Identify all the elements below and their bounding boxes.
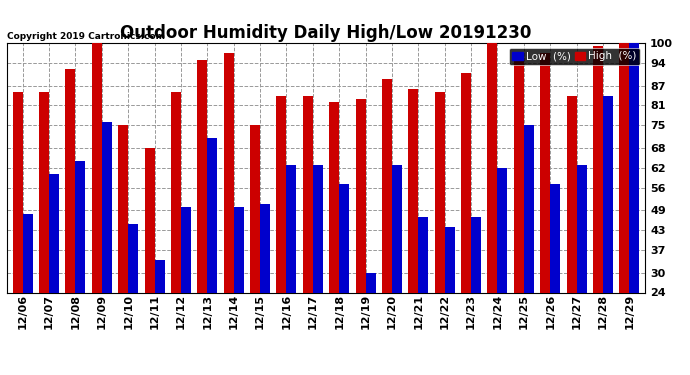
Bar (155, 260, 165, 292)
Bar (234, 207, 244, 292)
Bar (566, 96, 577, 292)
Bar (277, 96, 286, 292)
Bar (92, 43, 102, 292)
Bar (39, 92, 49, 292)
Bar (250, 125, 260, 292)
Bar (629, 43, 640, 292)
Bar (303, 96, 313, 292)
Bar (313, 165, 323, 292)
Bar (12, 92, 23, 292)
Legend: Low  (%), High  (%): Low (%), High (%) (509, 48, 640, 64)
Bar (408, 89, 418, 292)
Bar (497, 168, 507, 292)
Bar (171, 92, 181, 292)
Bar (66, 69, 75, 292)
Bar (329, 102, 339, 292)
Bar (603, 96, 613, 292)
Bar (118, 125, 128, 292)
Bar (197, 60, 207, 292)
Title: Outdoor Humidity Daily High/Low 20191230: Outdoor Humidity Daily High/Low 20191230 (120, 24, 532, 42)
Bar (550, 184, 560, 292)
Bar (540, 53, 550, 292)
Bar (49, 174, 59, 292)
Bar (181, 207, 191, 292)
Bar (392, 165, 402, 292)
Bar (355, 99, 366, 292)
Bar (339, 184, 349, 292)
Bar (75, 161, 86, 292)
Bar (524, 125, 534, 292)
Bar (418, 217, 428, 292)
Bar (461, 73, 471, 292)
Bar (145, 148, 155, 292)
Bar (445, 227, 455, 292)
Bar (514, 56, 524, 292)
Bar (286, 165, 297, 292)
Bar (487, 43, 497, 292)
Bar (620, 43, 629, 292)
Bar (23, 214, 32, 292)
Bar (128, 224, 138, 292)
Bar (382, 79, 392, 292)
Bar (207, 138, 217, 292)
Bar (102, 122, 112, 292)
Bar (435, 92, 445, 292)
Bar (471, 217, 481, 292)
Bar (366, 273, 375, 292)
Text: Copyright 2019 Cartronics.com: Copyright 2019 Cartronics.com (7, 32, 165, 40)
Bar (577, 165, 586, 292)
Bar (224, 53, 234, 292)
Bar (593, 46, 603, 292)
Bar (260, 204, 270, 292)
